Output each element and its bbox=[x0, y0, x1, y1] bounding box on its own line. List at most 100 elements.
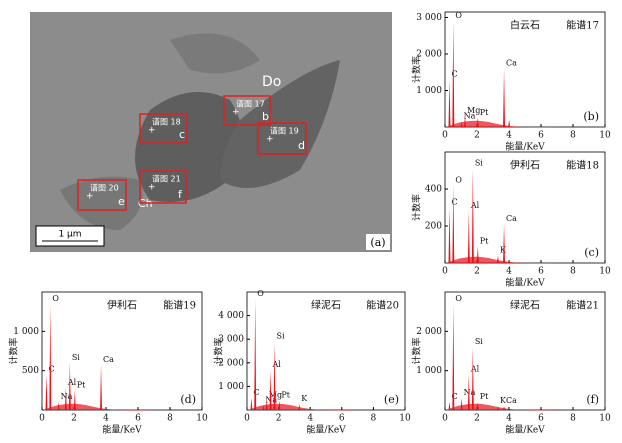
region-name: 谱图 20 bbox=[90, 183, 119, 193]
peak-label: Ca bbox=[506, 396, 517, 405]
peak bbox=[68, 362, 71, 410]
peak-label: Pt bbox=[480, 392, 489, 401]
spectrum-name: 能谱19 bbox=[163, 299, 196, 312]
y-tick-label: 4 000 bbox=[218, 311, 244, 321]
x-tick-label: 6 bbox=[538, 131, 544, 141]
y-tick-label: 1 000 bbox=[416, 366, 442, 376]
spectrum-name: 能谱20 bbox=[366, 299, 399, 312]
x-tick-label: 10 bbox=[196, 414, 208, 424]
x-axis-label: 能量/KeV bbox=[306, 424, 346, 436]
x-axis-label: 能量/KeV bbox=[102, 424, 142, 436]
y-tick-label: 2 000 bbox=[416, 49, 442, 59]
y-axis-label: 计数率 bbox=[411, 56, 423, 83]
peak-label: Si bbox=[475, 337, 483, 346]
peak-label: K bbox=[301, 394, 308, 403]
x-tick-label: 10 bbox=[599, 414, 611, 424]
background-noise bbox=[248, 403, 358, 411]
x-axis-label: 能量/KeV bbox=[505, 141, 545, 153]
region-letter: b bbox=[262, 110, 269, 123]
x-axis-label: 能量/KeV bbox=[505, 277, 545, 289]
peak bbox=[448, 79, 451, 127]
peak bbox=[45, 374, 48, 410]
x-tick-label: 10 bbox=[599, 267, 611, 277]
mineral-name: 伊利石 bbox=[510, 160, 540, 172]
panel-label: (c) bbox=[584, 246, 599, 259]
peak-label: Pt bbox=[77, 380, 86, 389]
grain bbox=[220, 60, 340, 188]
peak bbox=[503, 406, 505, 410]
peak bbox=[278, 400, 281, 410]
x-tick-label: 2 bbox=[276, 414, 282, 424]
panel-label: (d) bbox=[180, 393, 196, 406]
spectrum-name: 能谱18 bbox=[566, 159, 599, 172]
mineral-name: 绿泥石 bbox=[510, 299, 540, 312]
peak-label: O bbox=[455, 11, 462, 20]
x-tick-label: 2 bbox=[474, 267, 480, 277]
x-tick-label: 8 bbox=[570, 131, 576, 141]
x-tick-label: 2 bbox=[474, 131, 480, 141]
x-axis-label: 能量/KeV bbox=[505, 424, 545, 436]
y-axis-label: 计数率 bbox=[8, 337, 20, 364]
peak-label: K bbox=[500, 396, 507, 405]
peak bbox=[476, 402, 479, 410]
region-letter: e bbox=[118, 195, 125, 208]
peak bbox=[508, 119, 511, 127]
panel-label: (a) bbox=[370, 236, 385, 249]
peak-label: Ca bbox=[506, 214, 517, 223]
peak-label: C bbox=[253, 388, 259, 397]
region-name: 谱图 19 bbox=[270, 126, 299, 136]
peak bbox=[448, 207, 451, 263]
x-tick-label: 0 bbox=[442, 131, 448, 141]
peak-label: Na bbox=[265, 395, 277, 404]
peak bbox=[503, 224, 505, 263]
peak bbox=[452, 185, 455, 263]
region-cross: + bbox=[232, 108, 240, 118]
x-tick-label: 8 bbox=[570, 414, 576, 424]
peak-label: Ca bbox=[506, 59, 517, 68]
y-axis-label: 计数率 bbox=[411, 337, 423, 364]
y-tick-label: 3 000 bbox=[218, 335, 244, 345]
peak bbox=[64, 387, 67, 410]
peak-label: Ca bbox=[103, 355, 114, 364]
peak-label: C bbox=[48, 365, 54, 374]
peak bbox=[269, 369, 272, 410]
peak bbox=[254, 299, 257, 410]
peak bbox=[448, 402, 451, 410]
peak bbox=[273, 341, 276, 410]
x-tick-label: 10 bbox=[399, 414, 411, 424]
grain bbox=[135, 92, 244, 202]
peak bbox=[73, 390, 76, 410]
peak bbox=[476, 246, 479, 263]
peak bbox=[460, 121, 463, 127]
x-tick-label: 4 bbox=[307, 414, 313, 424]
x-tick-label: 0 bbox=[244, 414, 250, 424]
label-do: Do bbox=[262, 74, 281, 90]
panel-label: (e) bbox=[384, 393, 399, 406]
spectrum-name: 能谱17 bbox=[566, 19, 599, 32]
mineral-name: 伊利石 bbox=[107, 300, 137, 312]
peak-label: Mg bbox=[467, 106, 480, 115]
peak bbox=[250, 398, 253, 410]
peak-label: Pt bbox=[281, 391, 290, 400]
peak-label: O bbox=[455, 175, 462, 184]
y-tick-label: 1 000 bbox=[416, 86, 442, 96]
peak bbox=[57, 402, 60, 410]
x-tick-label: 8 bbox=[570, 267, 576, 277]
x-tick-label: 0 bbox=[442, 267, 448, 277]
region-cross: + bbox=[148, 183, 156, 193]
x-tick-label: 10 bbox=[599, 131, 611, 141]
sem-image: Do Ch 1 μm (a) +谱图 17b+谱图 18c +谱图 19d+谱图 … bbox=[30, 12, 392, 252]
spectrum-name: 能谱21 bbox=[566, 299, 599, 312]
peak-label: O bbox=[455, 294, 462, 303]
panel-box bbox=[366, 234, 390, 250]
peak bbox=[464, 116, 466, 127]
x-tick-label: 6 bbox=[135, 414, 141, 424]
mineral-name: 绿泥石 bbox=[311, 299, 341, 312]
peak bbox=[476, 117, 479, 127]
region-cross: + bbox=[266, 135, 274, 145]
x-tick-label: 6 bbox=[538, 267, 544, 277]
region-box bbox=[257, 122, 307, 155]
y-tick-label: 2 000 bbox=[416, 327, 442, 337]
peak-label: Al bbox=[67, 378, 77, 387]
